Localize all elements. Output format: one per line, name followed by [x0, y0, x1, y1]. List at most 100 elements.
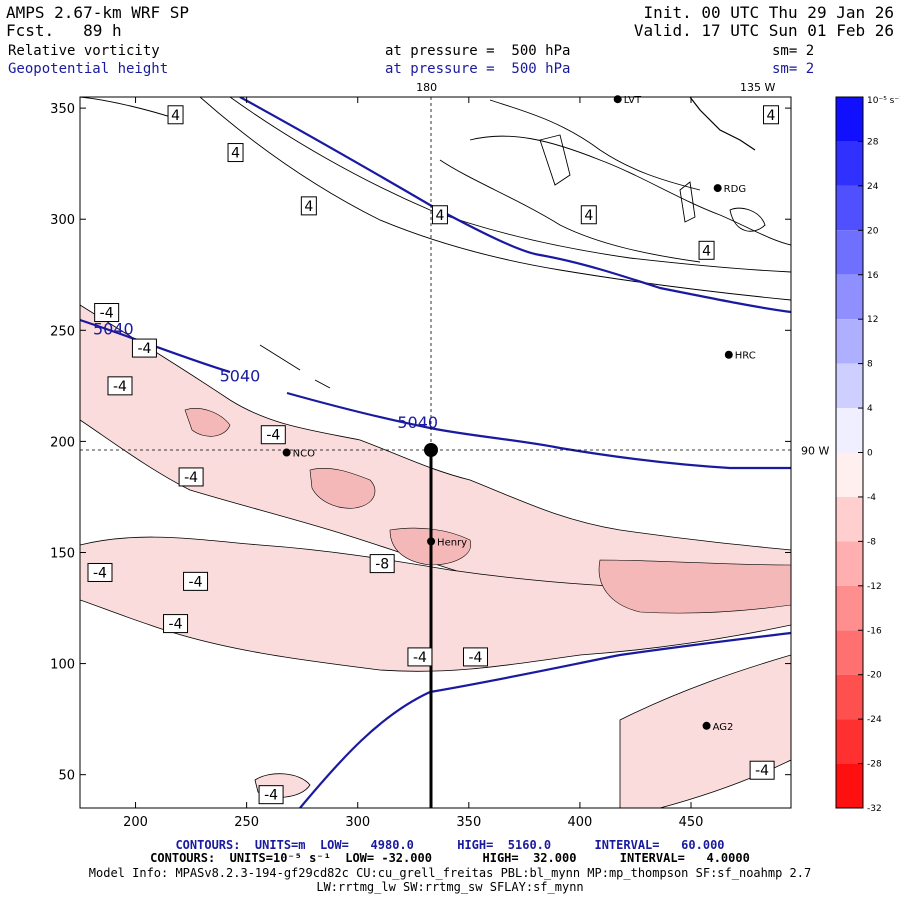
colorbar-tick-label: 20	[867, 226, 879, 236]
stations: LVT RDG HRC NCO Henry AG2	[282, 95, 756, 733]
vorticity-label-box	[167, 105, 184, 125]
vorticity-label-box	[431, 205, 448, 225]
footer-height-contours: CONTOURS: UNITS=m LOW= 4980.0 HIGH= 5160…	[175, 838, 725, 852]
neg-vorticity-shading	[80, 536, 791, 672]
valid-time: Valid. 17 UTC Sun 01 Feb 26	[633, 21, 894, 40]
vorticity-label-box	[163, 614, 189, 634]
vorticity-label: -4	[100, 306, 114, 322]
vorticity-label: 4	[171, 108, 180, 124]
colorbar-tick-label: -8	[867, 537, 876, 547]
height-label: 5040	[220, 366, 261, 385]
plot-frame	[79, 96, 792, 809]
field2-name: Geopotential height	[8, 61, 169, 77]
colorbar-swatch	[836, 185, 863, 231]
neg-vorticity-shading-strong	[598, 559, 791, 614]
footer-vorticity-contours: CONTOURS: UNITS=10⁻⁵ s⁻¹ LOW= -32.000 HI…	[150, 851, 750, 865]
station-marker	[724, 350, 733, 359]
model-title: AMPS 2.67-km WRF SP	[6, 3, 190, 22]
station-marker	[702, 721, 711, 730]
x-tick-label: 400	[568, 815, 593, 830]
coastline	[689, 97, 756, 151]
vorticity-label-box	[763, 105, 780, 125]
vorticity-label-box	[260, 425, 286, 445]
colorbar-swatch	[836, 719, 863, 764]
y-tick-label: 50	[58, 769, 75, 784]
colorbar-tick-label: 8	[867, 360, 873, 370]
contour-labels: 5040 5040 5040 4 4 4 4 4 4 4 -4 -4 -4 -4 -4 -4 -4 -4 -4 -4 -…	[87, 105, 780, 805]
colorbar-tick-label: -12	[867, 582, 882, 592]
x-tick-label: 350	[456, 815, 481, 830]
cross-section-origin	[424, 443, 438, 457]
y-tick-label: 300	[50, 213, 75, 228]
neg-vorticity-shading	[254, 773, 311, 798]
station-marker	[282, 448, 291, 457]
colorbar-swatch	[836, 230, 863, 275]
colorbar-tick-label: -24	[867, 715, 882, 725]
meridian-label: 180	[416, 81, 437, 94]
vorticity-label: 4	[702, 243, 711, 259]
vorticity-label: -4	[137, 341, 151, 357]
colorbar-swatch	[836, 630, 863, 675]
vorticity-label-box	[94, 303, 120, 323]
vorticity-label-box	[178, 467, 204, 487]
colorbar-swatch	[836, 496, 863, 542]
y-tick-label: 150	[50, 546, 75, 561]
vorticity-label-box	[258, 785, 284, 805]
colorbar-swatch	[836, 408, 863, 453]
colorbar-tick-label: 16	[867, 271, 879, 281]
y-tick-label: 250	[50, 324, 75, 339]
vorticity-label: -4	[184, 470, 198, 486]
field1-name: Relative vorticity	[8, 43, 160, 59]
vorticity-label: -4	[113, 379, 127, 395]
vorticity-label: 4	[435, 208, 444, 224]
meridian-label: 90 W	[801, 444, 829, 457]
x-tick-label: 300	[345, 815, 370, 830]
x-tick-label: 250	[234, 815, 259, 830]
footer-model-info: Model Info: MPASv8.2.3-194-gf29cd82c CU:…	[88, 866, 812, 880]
colorbar: 28 24 20 16 12 8 4 0 -4 -8 -12 -16 -20 -24 -28 -32 10⁻⁵ …	[835, 96, 900, 814]
colorbar-tick-label: 12	[867, 315, 878, 325]
meridian-label: 135 W	[740, 81, 775, 94]
station-marker	[713, 184, 722, 193]
colorbar-swatch	[836, 319, 863, 364]
station-label: LVT	[624, 95, 642, 106]
x-tick-label: 450	[679, 815, 704, 830]
pos-vorticity-contours	[80, 97, 791, 389]
vorticity-label: -4	[469, 650, 483, 666]
station-marker	[427, 537, 436, 546]
vorticity-label: -8	[375, 557, 389, 573]
colorbar-tick-label: -4	[867, 493, 876, 503]
colorbar-tick-label: -16	[867, 626, 882, 636]
colorbar-tick-label: 4	[867, 404, 873, 414]
station-label: RDG	[724, 184, 746, 195]
vorticity-label: 4	[767, 108, 776, 124]
neg-vorticity-shading	[80, 304, 791, 612]
y-tick-label: 200	[50, 435, 75, 450]
station-label: Henry	[437, 537, 467, 548]
station-label: HRC	[735, 351, 756, 362]
vorticity-label: -4	[93, 565, 107, 581]
vorticity-label: -4	[413, 650, 427, 666]
vorticity-label-box	[183, 571, 209, 591]
vorticity-label-box	[300, 196, 317, 216]
field2-smoothing: sm= 2	[772, 61, 815, 77]
footer-model-info-2: LW:rrtmg_lw SW:rrtmg_sw SFLAY:sf_mynn	[316, 880, 584, 894]
height-contours	[80, 97, 791, 808]
init-time: Init. 00 UTC Thu 29 Jan 26	[643, 3, 894, 22]
height-label: 5040	[397, 413, 438, 432]
colorbar-swatch	[836, 97, 863, 142]
colorbar-tick-label: -32	[867, 804, 882, 814]
neg-vorticity-shading-strong	[389, 527, 472, 566]
vorticity-label: 4	[304, 199, 313, 215]
x-tick-label: 200	[123, 815, 148, 830]
colorbar-tick-label: -28	[867, 760, 882, 770]
field1-smoothing: sm= 2	[772, 43, 815, 59]
axes: 200 250 300 350 400 450 50 100 150 200 250 300 350 18…	[50, 81, 829, 830]
station-marker	[613, 95, 622, 104]
vorticity-label: -4	[169, 617, 183, 633]
field1-level: at pressure = 500 hPa	[385, 43, 571, 59]
vorticity-label-box	[131, 338, 157, 358]
vorticity-label: -4	[264, 788, 278, 804]
vorticity-label-box	[369, 554, 395, 574]
